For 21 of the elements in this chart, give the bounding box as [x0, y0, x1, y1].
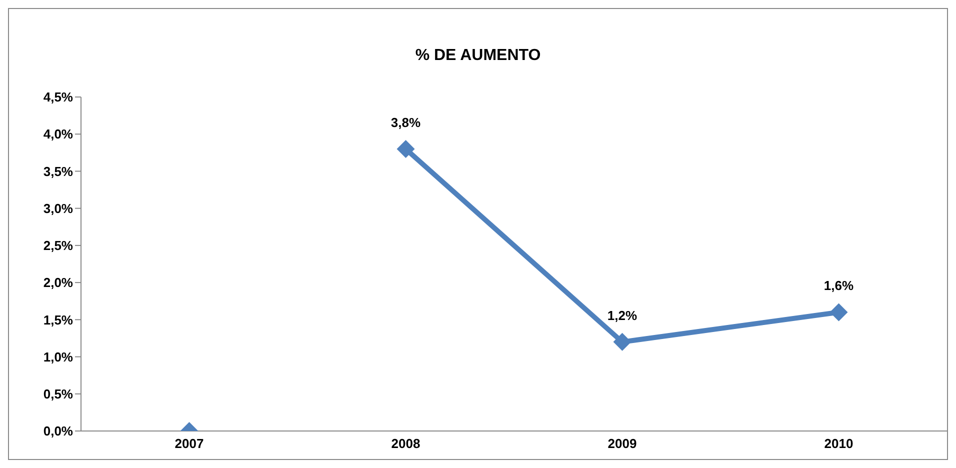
y-tick-label: 4,0% — [43, 126, 74, 142]
x-tick-label: 2010 — [824, 436, 854, 452]
point — [396, 140, 415, 158]
x-tick-label: 2008 — [391, 436, 420, 452]
y-tick-label: 4,5% — [43, 90, 74, 105]
y-tick-label: 3,5% — [43, 164, 74, 179]
data-label: 1,6% — [824, 278, 854, 294]
y-tick-label: 2,5% — [43, 238, 74, 254]
data-label: 3,8% — [390, 114, 421, 130]
point — [830, 303, 848, 322]
y-tick-label: 3,0% — [43, 200, 74, 216]
x-tick-label: 2009 — [608, 436, 637, 452]
y-tick-label: 2,0% — [43, 275, 74, 290]
point — [613, 332, 632, 351]
x-tick-label: 2007 — [174, 436, 204, 452]
chart-title: % DE AUMENTO — [414, 47, 542, 65]
y-tick-label: 0,0% — [43, 424, 74, 439]
y-tick-label: 0,5% — [43, 386, 74, 402]
y-tick-label: 1,5% — [43, 312, 74, 328]
y-tick-label: 1,0% — [43, 349, 74, 364]
data-label: 1,2% — [607, 308, 638, 323]
